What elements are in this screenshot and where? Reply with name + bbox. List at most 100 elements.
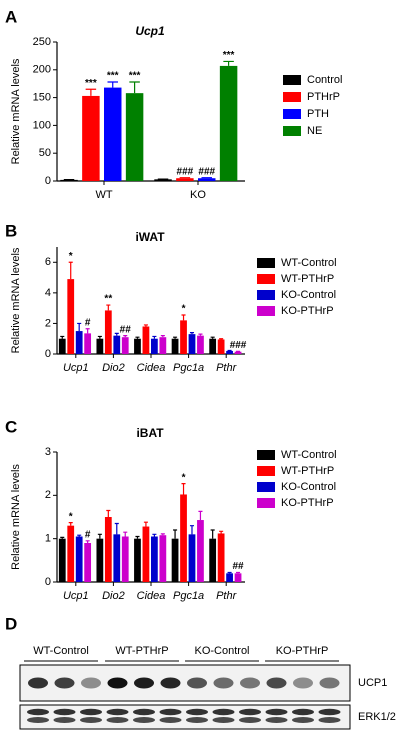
x-tick-label: Pthr <box>216 362 238 374</box>
error-bar <box>181 483 186 495</box>
blot-band <box>28 677 48 689</box>
legend-swatch <box>257 306 275 316</box>
bar <box>234 573 242 582</box>
error-bar <box>219 530 224 534</box>
panel-letter: C <box>5 417 17 436</box>
error-bar <box>68 261 73 280</box>
bar <box>67 525 75 582</box>
bar <box>171 538 179 582</box>
bar <box>198 178 216 181</box>
error-bar <box>77 322 82 332</box>
bar <box>176 178 194 181</box>
y-tick-label: 2 <box>45 489 51 501</box>
blot-band <box>106 708 129 716</box>
y-tick-label: 3 <box>45 446 51 458</box>
blot-row-label: UCP1 <box>358 677 387 689</box>
blot-band <box>54 677 75 689</box>
bar <box>58 338 66 354</box>
y-tick-label: 150 <box>33 92 51 104</box>
error-bar <box>97 335 102 339</box>
error-bar <box>201 177 212 179</box>
blot-band <box>160 677 181 689</box>
bar <box>209 338 217 354</box>
bar <box>151 338 158 354</box>
significance-label: * <box>182 472 186 483</box>
bar <box>226 350 233 354</box>
blot-band <box>319 677 340 689</box>
error-bar <box>189 332 195 335</box>
y-tick-label: 0 <box>45 175 51 187</box>
blot-band <box>27 708 49 716</box>
error-bar <box>210 336 215 339</box>
x-tick-label: WT <box>95 189 112 201</box>
bar <box>180 320 187 354</box>
blot-band <box>134 677 154 689</box>
legend-swatch <box>283 109 301 119</box>
legend-label: WT-Control <box>281 449 337 461</box>
bar <box>104 310 112 354</box>
error-bar <box>123 531 128 537</box>
legend-label: NE <box>307 125 322 137</box>
error-bar <box>143 324 148 327</box>
error-bar <box>114 332 119 336</box>
error-bar <box>210 529 215 539</box>
bar <box>134 338 141 354</box>
y-axis-label: Relative mRNA levels <box>10 58 22 164</box>
error-bar <box>227 571 232 574</box>
error-bar <box>123 335 128 338</box>
bar <box>209 538 217 582</box>
legend-label: KO-PTHrP <box>281 497 334 509</box>
lane-group-label: KO-PTHrP <box>276 645 329 657</box>
x-tick-label: Pgc1a <box>173 590 204 602</box>
error-bar <box>97 533 102 539</box>
error-bar <box>152 335 157 339</box>
bar <box>58 538 66 582</box>
legend-label: Control <box>307 74 342 86</box>
y-axis-label: Relative mRNA levels <box>10 247 22 353</box>
y-tick-label: 0 <box>45 348 51 360</box>
blot-band <box>80 717 102 723</box>
error-bar <box>68 522 73 526</box>
error-bar <box>60 536 65 539</box>
bar <box>104 517 112 582</box>
bar <box>113 534 121 582</box>
y-tick-label: 6 <box>45 256 51 268</box>
blot-band <box>187 677 207 689</box>
bar <box>151 536 158 582</box>
blot-band <box>133 708 155 716</box>
x-tick-label: Dio2 <box>102 590 125 602</box>
panel-letter: B <box>5 221 17 240</box>
bar <box>75 331 83 354</box>
error-bar <box>135 535 140 539</box>
error-bar <box>85 328 90 334</box>
legend-swatch <box>257 466 275 476</box>
blot-band <box>80 708 102 716</box>
legend-swatch <box>257 290 275 300</box>
blot-band <box>212 717 235 723</box>
bar <box>234 351 242 354</box>
blot-band <box>293 677 313 689</box>
significance-label: * <box>182 304 186 315</box>
y-tick-label: 1 <box>45 533 51 545</box>
bar <box>104 87 122 181</box>
x-tick-label: Ucp1 <box>63 590 89 602</box>
y-tick-label: 250 <box>33 36 51 48</box>
legend-swatch <box>283 92 301 102</box>
bar <box>121 337 129 354</box>
bar <box>84 333 92 354</box>
significance-label: ### <box>198 166 215 177</box>
bar <box>142 326 150 354</box>
bar <box>226 573 233 582</box>
significance-label: *** <box>129 71 141 82</box>
bar <box>159 337 167 354</box>
y-tick-label: 2 <box>45 317 51 329</box>
bar <box>60 179 78 181</box>
y-tick-label: 0 <box>45 576 51 588</box>
blot-band <box>318 717 341 723</box>
bar <box>82 95 100 181</box>
y-axis-label: Relative mRNA levels <box>10 464 22 570</box>
error-bar <box>85 88 97 96</box>
bar <box>84 543 92 582</box>
blot-band <box>213 677 234 689</box>
